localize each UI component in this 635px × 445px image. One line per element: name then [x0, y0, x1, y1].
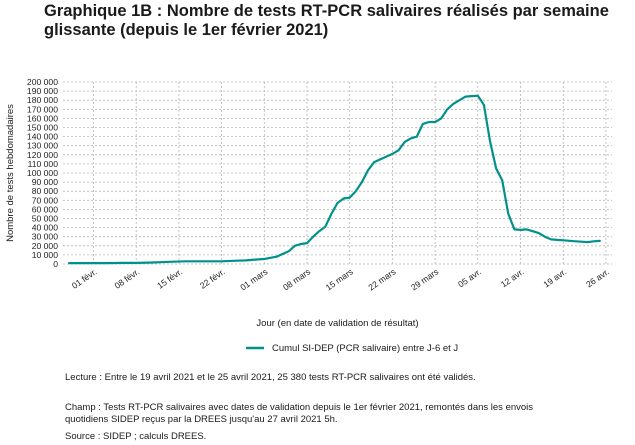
x-tick-label: 22 févr.: [198, 266, 227, 290]
legend-label: Cumul SI-DEP (PCR salivaire) entre J-6 e…: [272, 343, 458, 354]
y-tick-label: 70 000: [32, 195, 59, 205]
y-tick-label: 50 000: [32, 214, 59, 224]
y-axis-title: Nombre de tests hebdomadaires: [5, 104, 16, 242]
y-tick-label: 130 000: [27, 141, 58, 151]
y-tick-label: 0: [53, 259, 58, 269]
y-tick-label: 80 000: [32, 186, 59, 196]
y-tick-label: 190 000: [27, 86, 58, 96]
y-tick-label: 200 000: [27, 77, 58, 87]
y-tick-label: 20 000: [32, 241, 59, 251]
y-tick-label: 180 000: [27, 95, 58, 105]
series-line: [67, 94, 601, 265]
y-tick-label: 140 000: [27, 132, 58, 142]
x-axis-title: Jour (en date de validation de résultat): [256, 318, 418, 329]
x-tick-label: 01 févr.: [70, 266, 99, 290]
y-tick-label: 60 000: [32, 204, 59, 214]
note-champ: Champ : Tests RT-PCR salivaires avec dat…: [65, 402, 534, 425]
x-tick-label: 01 mars: [238, 266, 269, 292]
y-tick-label: 90 000: [32, 177, 59, 187]
x-tick-label: 08 mars: [281, 266, 312, 292]
y-tick-label: 100 000: [27, 168, 58, 178]
chart-title: Graphique 1B : Nombre de tests RT-PCR sa…: [44, 2, 609, 39]
x-tick-label: 08 févr.: [113, 266, 142, 290]
y-tick-label: 120 000: [27, 150, 58, 160]
x-tick-label: 12 avr.: [499, 266, 526, 289]
x-tick-label: 22 mars: [366, 266, 397, 292]
note-lecture: Lecture : Entre le 19 avril 2021 et le 2…: [65, 372, 476, 383]
x-tick-label: 15 févr.: [155, 266, 184, 290]
note-source: Source : SIDEP ; calculs DREES.: [65, 431, 207, 442]
y-tick-label: 30 000: [32, 232, 59, 242]
y-tick-label: 160 000: [27, 113, 58, 123]
y-tick-label: 10 000: [32, 250, 59, 260]
y-tick-label: 40 000: [32, 223, 59, 233]
x-tick-label: 26 avr.: [584, 266, 611, 289]
y-tick-label: 170 000: [27, 104, 58, 114]
x-tick-label: 29 mars: [409, 266, 440, 292]
x-tick-label: 15 mars: [324, 266, 355, 292]
x-tick-label: 19 avr.: [541, 266, 568, 289]
y-tick-label: 150 000: [27, 123, 58, 133]
y-tick-label: 110 000: [28, 159, 59, 169]
x-tick-label: 05 avr.: [456, 266, 483, 289]
